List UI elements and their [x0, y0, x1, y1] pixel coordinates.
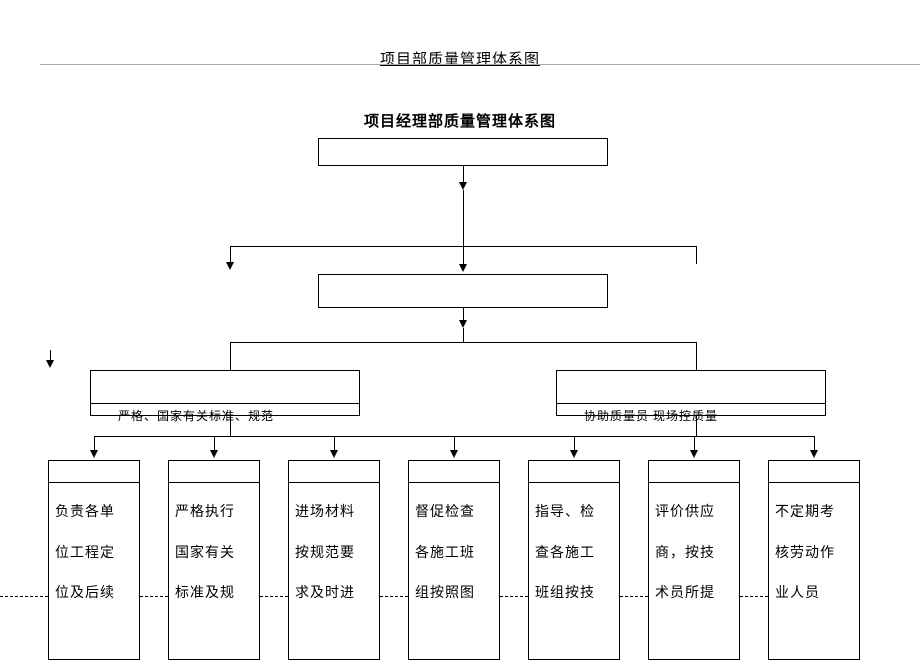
- column-text: 按规范要: [295, 534, 373, 575]
- arrow-icon: [690, 450, 698, 458]
- arrow-icon: [450, 450, 458, 458]
- arrow-icon: [570, 450, 578, 458]
- dashed-connector: [140, 596, 168, 597]
- column-body: 负责各单 位工程定 位及后续: [49, 483, 139, 615]
- arrow-icon: [90, 450, 98, 458]
- column-5: 指导、检 查各施工 班组按技: [528, 460, 620, 660]
- column-text: 严格执行: [175, 493, 253, 534]
- connector: [463, 328, 464, 342]
- column-text: 班组按技: [535, 574, 613, 615]
- column-body: 不定期考 核劳动作 业人员: [769, 483, 859, 615]
- column-text: 进场材料: [295, 493, 373, 534]
- column-text: 督促检查: [415, 493, 493, 534]
- column-text: 位及后续: [55, 574, 133, 615]
- inner-rule: [91, 403, 359, 404]
- column-text: 各施工班: [415, 534, 493, 575]
- column-text: 商，按技: [655, 534, 733, 575]
- column-text: 位工程定: [55, 534, 133, 575]
- dashed-connector: [380, 596, 408, 597]
- column-body: 督促检查 各施工班 组按照图: [409, 483, 499, 615]
- dashed-connector: [620, 596, 648, 597]
- column-head: [409, 461, 499, 483]
- dashed-connector: [500, 596, 528, 597]
- column-text: 术员所提: [655, 574, 733, 615]
- column-4: 督促检查 各施工班 组按照图: [408, 460, 500, 660]
- column-1: 负责各单 位工程定 位及后续: [48, 460, 140, 660]
- connector: [696, 342, 697, 370]
- column-text: 标准及规: [175, 574, 253, 615]
- column-2: 严格执行 国家有关 标准及规: [168, 460, 260, 660]
- column-head: [289, 461, 379, 483]
- dashed-connector: [0, 596, 48, 597]
- inner-rule: [557, 403, 825, 404]
- column-3: 进场材料 按规范要 求及时进: [288, 460, 380, 660]
- column-text: 指导、检: [535, 493, 613, 534]
- column-text: 核劳动作: [775, 534, 853, 575]
- page-header: 项目部质量管理体系图: [0, 48, 920, 69]
- connector: [696, 246, 697, 264]
- column-7: 不定期考 核劳动作 业人员: [768, 460, 860, 660]
- column-text: 求及时进: [295, 574, 373, 615]
- arrow-icon: [459, 182, 467, 190]
- arrow-icon: [46, 360, 54, 368]
- dashed-connector: [260, 596, 288, 597]
- connector: [696, 416, 697, 436]
- column-text: 查各施工: [535, 534, 613, 575]
- connector: [230, 416, 231, 436]
- fragment-text: 严格、国家有关标准、规范: [118, 407, 274, 424]
- diagram-subtitle: 项目经理部质量管理体系图: [0, 110, 920, 131]
- column-head: [529, 461, 619, 483]
- column-6: 评价供应 商，按技 术员所提: [648, 460, 740, 660]
- arrow-icon: [210, 450, 218, 458]
- column-body: 严格执行 国家有关 标准及规: [169, 483, 259, 615]
- dashed-connector: [740, 596, 768, 597]
- arrow-icon: [810, 450, 818, 458]
- column-head: [49, 461, 139, 483]
- connector: [230, 342, 696, 343]
- arrow-icon: [330, 450, 338, 458]
- column-body: 评价供应 商，按技 术员所提: [649, 483, 739, 615]
- column-text: 组按照图: [415, 574, 493, 615]
- column-text: 业人员: [775, 574, 853, 615]
- column-text: 负责各单: [55, 493, 133, 534]
- connector: [230, 342, 231, 370]
- column-body: 指导、检 查各施工 班组按技: [529, 483, 619, 615]
- header-rule: [40, 64, 920, 65]
- column-head: [169, 461, 259, 483]
- fragment-text: 协助质量员 现场控质量: [584, 407, 718, 424]
- arrow-icon: [226, 262, 234, 270]
- column-head: [769, 461, 859, 483]
- column-text: 国家有关: [175, 534, 253, 575]
- arrow-icon: [459, 320, 467, 328]
- connector: [463, 246, 464, 266]
- column-body: 进场材料 按规范要 求及时进: [289, 483, 379, 615]
- arrow-icon: [459, 264, 467, 272]
- column-head: [649, 461, 739, 483]
- node-top: [318, 138, 608, 166]
- column-text: 不定期考: [775, 493, 853, 534]
- column-text: 评价供应: [655, 493, 733, 534]
- connector: [463, 190, 464, 246]
- node-mid: [318, 274, 608, 308]
